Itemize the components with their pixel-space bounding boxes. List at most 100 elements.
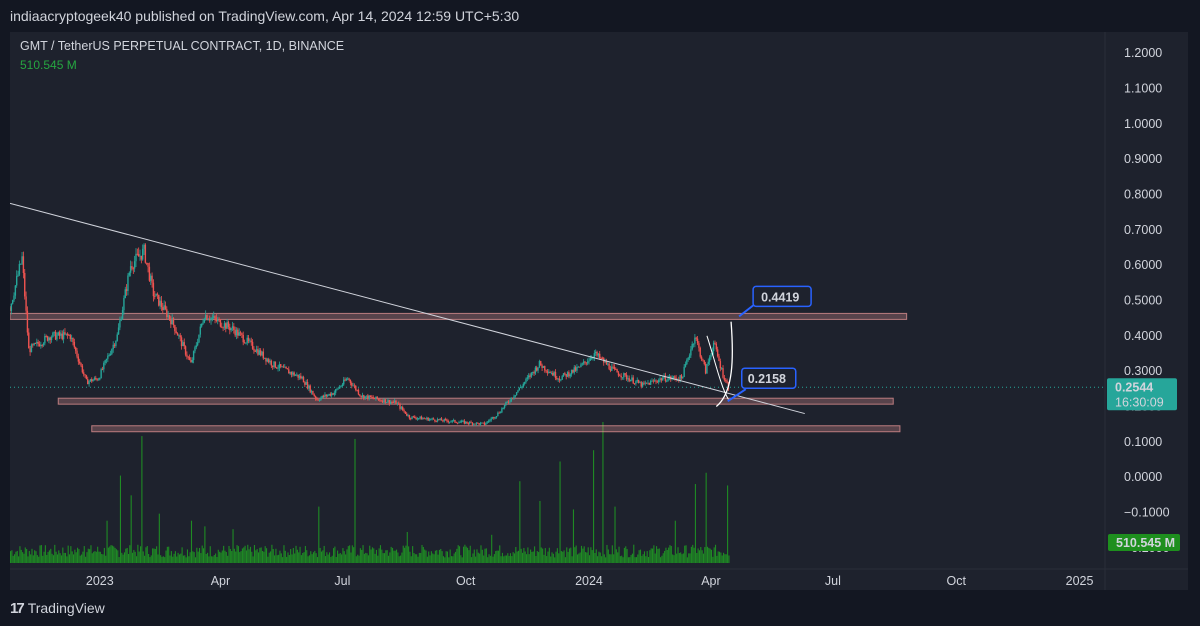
volume-bar xyxy=(101,554,103,563)
candle-body xyxy=(132,268,135,270)
volume-bar xyxy=(540,547,542,563)
candle-body xyxy=(44,336,46,344)
volume-bar xyxy=(649,550,651,563)
volume-bar xyxy=(702,553,705,563)
candle-body xyxy=(568,372,570,377)
volume-bar xyxy=(58,550,60,563)
candle-body xyxy=(594,351,597,354)
candle-body xyxy=(462,420,464,422)
candle-body xyxy=(371,397,373,398)
sr-zone xyxy=(91,425,901,433)
candle-body xyxy=(712,342,715,352)
volume-bar xyxy=(276,555,278,563)
volume-bar xyxy=(521,552,524,563)
volume-bar xyxy=(50,548,52,563)
volume-bar xyxy=(563,550,565,563)
volume-bar xyxy=(66,556,68,563)
x-tick-label: Oct xyxy=(456,574,476,588)
volume-bar xyxy=(409,551,411,563)
price-axis[interactable]: 1.2000 1.1000 1.0000 0.9000 0.8000 0.7000 0.60… xyxy=(1107,46,1180,555)
volume-bar xyxy=(669,545,671,563)
candle-body xyxy=(519,387,522,388)
candle-body xyxy=(655,380,657,382)
candle-body xyxy=(538,361,541,368)
candle-body xyxy=(553,371,555,376)
price-chart[interactable]: 0.4419 0.2158 1.2000 1.1000 1.0000 0.9000 0.8… xyxy=(10,32,1188,590)
volume-bar xyxy=(268,552,270,563)
candle-body xyxy=(85,375,88,380)
candle-body xyxy=(259,350,262,356)
candle-body xyxy=(487,420,490,422)
candle-body xyxy=(659,378,661,380)
candle-body xyxy=(13,295,15,301)
volume-bar xyxy=(484,548,486,563)
candle-body xyxy=(644,382,646,384)
candle-body xyxy=(682,376,684,379)
candle-body xyxy=(557,378,559,380)
candle-body xyxy=(577,366,579,368)
candle-body xyxy=(702,359,704,361)
time-axis[interactable]: 2023 Apr Jul Oct 2024 Apr Jul Oct 2025 xyxy=(86,574,1094,588)
volume-bar xyxy=(36,555,38,563)
volume-bar xyxy=(188,556,190,563)
volume-bar xyxy=(244,545,246,563)
candle-body xyxy=(298,375,301,378)
candle-body xyxy=(318,400,321,401)
volume-bar xyxy=(129,545,131,563)
symbol-title[interactable]: GMT / TetherUS PERPETUAL CONTRACT, 1D, B… xyxy=(20,39,345,53)
candle-body xyxy=(112,344,114,350)
volume-bar xyxy=(430,551,432,563)
candle-body xyxy=(503,405,506,409)
candle-body xyxy=(621,377,624,379)
horizontal-zones[interactable] xyxy=(10,312,908,433)
candle-body xyxy=(423,418,425,420)
candle-body xyxy=(191,359,193,363)
candle-body xyxy=(439,418,441,420)
candle-body xyxy=(395,400,397,405)
volume-bar xyxy=(483,555,485,563)
volume-bar xyxy=(299,546,301,563)
volume-bar xyxy=(643,551,646,563)
candle-body xyxy=(49,337,51,341)
volume-bar xyxy=(593,450,595,563)
volume-bar xyxy=(697,548,699,563)
volume-bar xyxy=(227,555,229,563)
volume-bar xyxy=(22,552,24,563)
volume-bar xyxy=(200,553,202,563)
candle-body xyxy=(601,358,604,359)
volume-bar xyxy=(335,556,337,563)
volume-bar xyxy=(212,556,214,563)
volume-bar xyxy=(617,552,619,563)
candle-body xyxy=(247,337,250,341)
trendline[interactable] xyxy=(10,202,805,415)
volume-bar xyxy=(39,545,41,563)
candle-body xyxy=(679,375,681,381)
candle-body xyxy=(381,400,384,403)
candle-body xyxy=(700,356,703,360)
volume-bar xyxy=(390,546,392,563)
candle-body xyxy=(231,326,234,329)
volume-bar xyxy=(341,554,343,563)
volume-bar xyxy=(400,555,402,563)
footer[interactable]: 17 TradingView xyxy=(10,596,105,620)
volume-bar xyxy=(450,556,453,563)
candle-body xyxy=(37,341,39,345)
candle-body xyxy=(108,355,110,356)
candle-body xyxy=(107,355,109,359)
candle-body xyxy=(424,418,427,420)
volume-bar xyxy=(615,549,617,563)
volume-bar xyxy=(138,551,140,563)
volume-bar xyxy=(327,554,329,563)
candle-body xyxy=(322,395,325,398)
volume-bar xyxy=(575,545,577,563)
annotations[interactable]: 0.4419 0.2158 xyxy=(706,285,812,407)
volume-bar xyxy=(717,551,719,563)
candle-body xyxy=(162,307,164,310)
candle-body xyxy=(627,378,629,380)
volume-bar xyxy=(26,549,28,563)
volume-bar xyxy=(351,545,353,563)
volume-bar xyxy=(161,556,163,563)
candle-body xyxy=(515,392,518,396)
candle-body xyxy=(633,383,636,385)
candle-body xyxy=(218,319,220,321)
